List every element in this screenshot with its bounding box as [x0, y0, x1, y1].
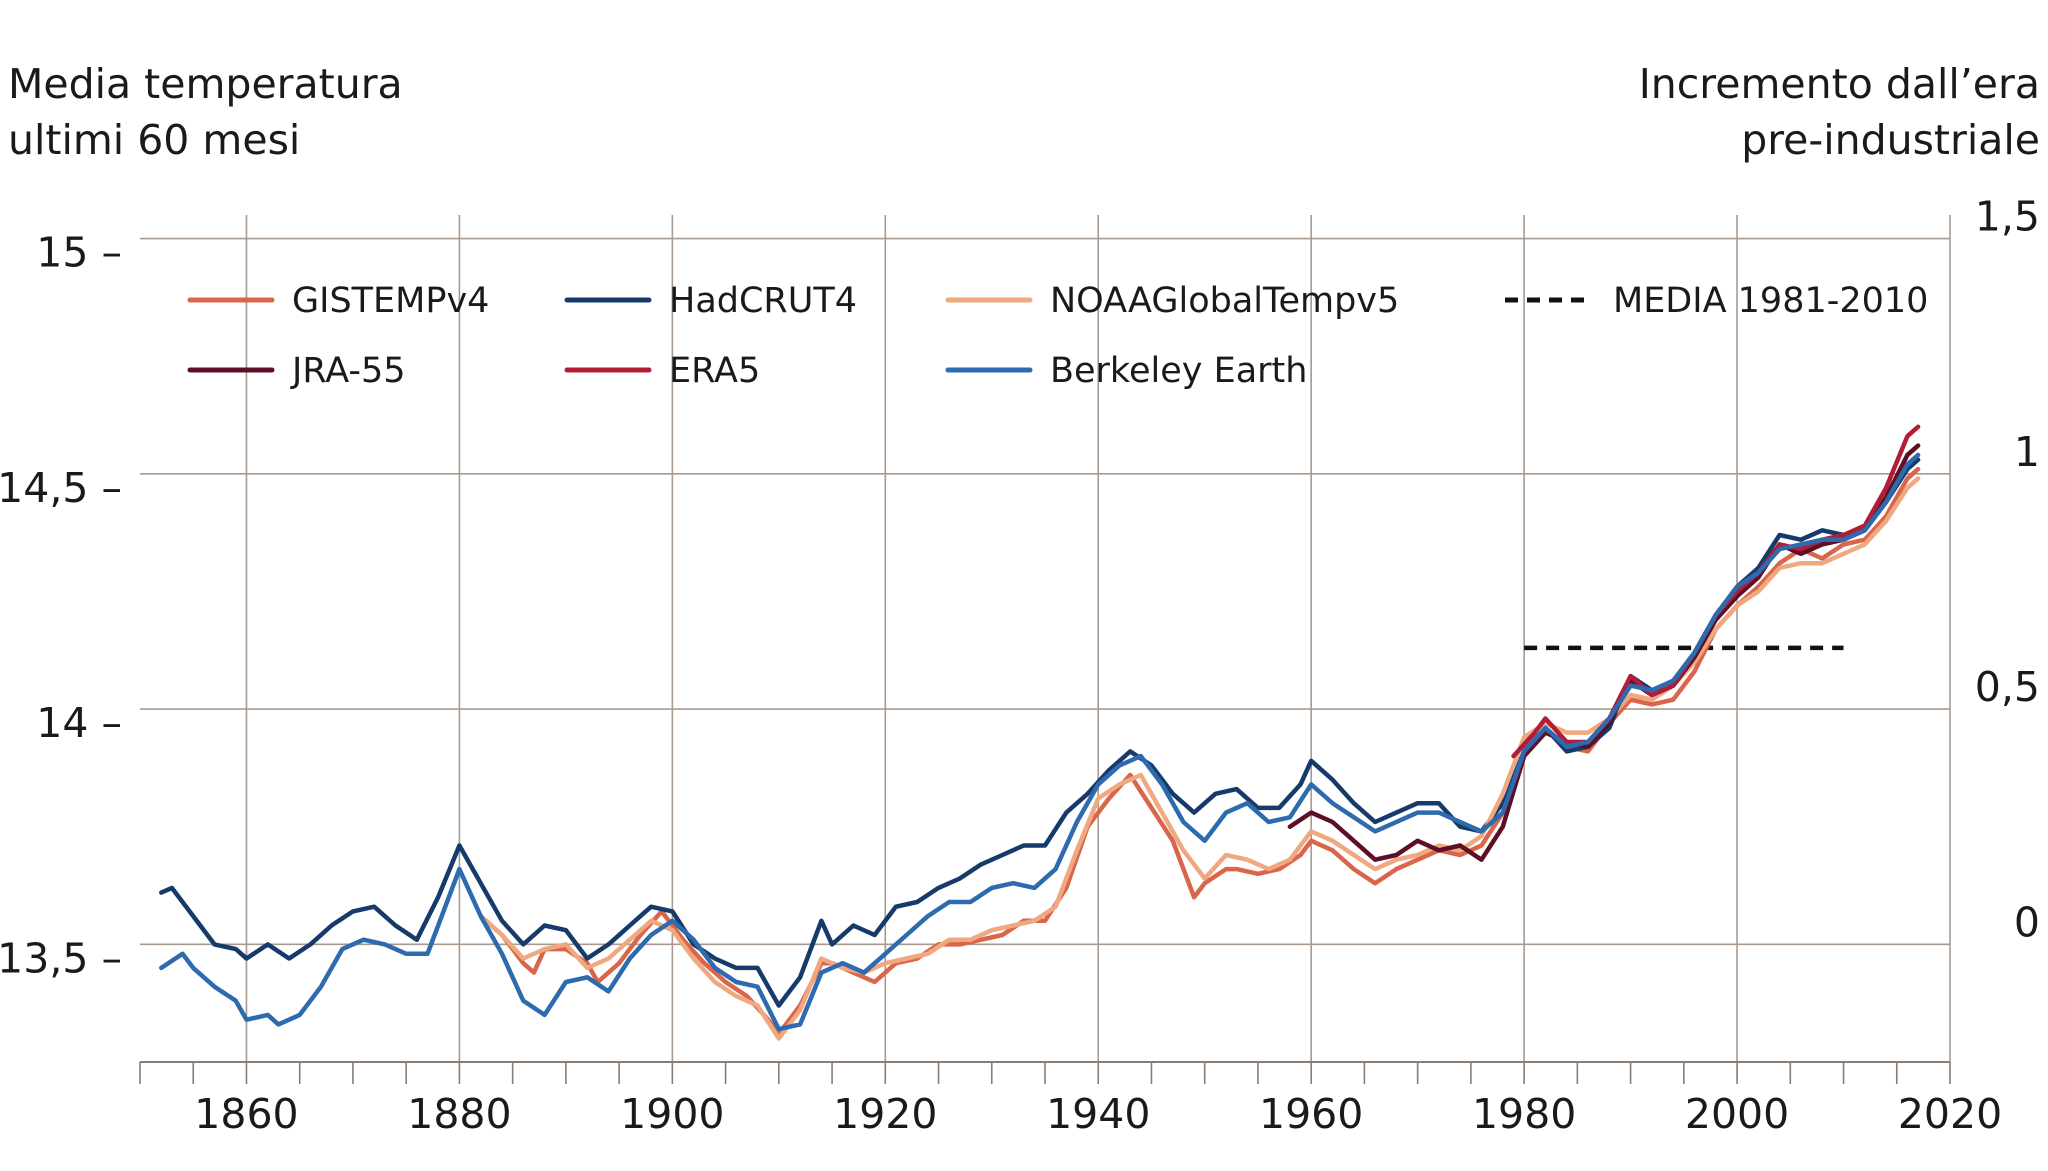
series-line-berkeley-earth	[159, 452, 1921, 1032]
right-axis-title-line-2: pre-industriale	[1741, 116, 2040, 164]
y2-tick-label: 1	[2014, 428, 2040, 476]
legend-label: Berkeley Earth	[1050, 351, 1307, 391]
series-line-jra-55	[1287, 443, 1921, 862]
x-tick-label: 1880	[407, 1090, 511, 1138]
x-tick-label: 2020	[1898, 1090, 2002, 1138]
y2-tick-label: 1,5	[1975, 193, 2040, 241]
x-tick-label: 2000	[1685, 1090, 1789, 1138]
series-line-gistempv4	[478, 466, 1921, 1037]
y-tick-label: 15 –	[36, 229, 122, 277]
legend-label: HadCRUT4	[669, 281, 857, 321]
right-axis-title-line-1: Incremento dall’era	[1638, 60, 2040, 108]
legend-item-gistempv4: GISTEMPv4	[187, 281, 489, 321]
x-tick-label: 1920	[833, 1090, 937, 1138]
chart-axes: 1860 1880 1900 1920 1940 1960 1980 2000 2020 13,5…	[0, 193, 2040, 1138]
chart-legend: GISTEMPv4 HadCRUT4 NOAAGlobalTempv5 MEDIA 1…	[187, 281, 1928, 391]
legend-item-hadcrut4: HadCRUT4	[564, 281, 857, 321]
x-tick-label: 1900	[620, 1090, 724, 1138]
legend-label: NOAAGlobalTempv5	[1050, 281, 1399, 321]
legend-item-noaaglobaltempv5: NOAAGlobalTempv5	[945, 281, 1399, 321]
chart-grid	[140, 215, 1951, 1062]
series-lines	[159, 424, 1921, 1041]
legend-label: MEDIA 1981-2010	[1613, 281, 1928, 321]
legend-item-era5: ERA5	[564, 351, 760, 391]
left-axis-title-line-1: Media temperatura	[8, 60, 403, 108]
legend-item-media-1981-2010: MEDIA 1981-2010	[1505, 281, 1928, 321]
series-line-era5	[1511, 424, 1921, 759]
x-tick-label: 1980	[1472, 1090, 1576, 1138]
x-tick-label: 1860	[194, 1090, 298, 1138]
series-line-hadcrut4	[159, 457, 1921, 1008]
y2-tick-label: 0	[2014, 898, 2040, 946]
x-tick-label: 1960	[1259, 1090, 1363, 1138]
left-axis-title: Media temperatura ultimi 60 mesi	[8, 56, 403, 168]
right-axis-title: Incremento dall’era pre-industriale	[1639, 56, 2040, 168]
legend-item-jra-55: JRA-55	[187, 351, 406, 391]
y-tick-label: 14 –	[36, 699, 122, 747]
legend-item-berkeley-earth: Berkeley Earth	[945, 351, 1307, 391]
y-tick-label: 13,5 –	[0, 934, 122, 982]
x-tick-label: 1940	[1046, 1090, 1150, 1138]
y-tick-label: 14,5 –	[0, 464, 122, 512]
left-axis-title-line-2: ultimi 60 mesi	[8, 116, 301, 164]
legend-label: ERA5	[669, 351, 760, 391]
y2-tick-label: 0,5	[1975, 663, 2040, 711]
legend-label: GISTEMPv4	[292, 281, 489, 321]
legend-label: JRA-55	[290, 351, 406, 391]
